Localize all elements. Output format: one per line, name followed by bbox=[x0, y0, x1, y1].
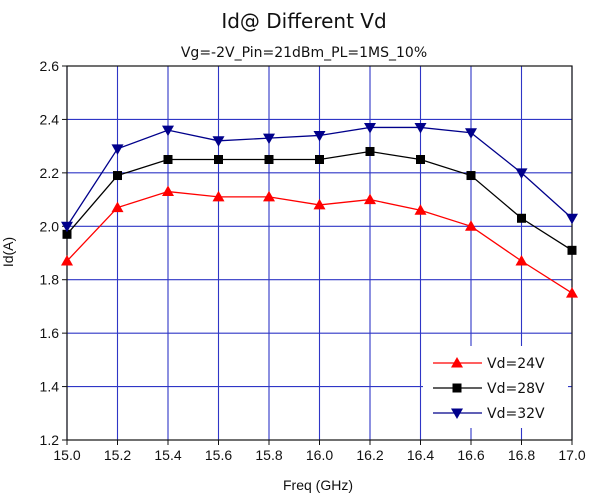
data-point bbox=[111, 144, 124, 155]
series-vd-24v bbox=[61, 185, 578, 298]
data-point bbox=[313, 198, 326, 210]
legend: Vd=24V Vd=28V Vd=32V bbox=[423, 346, 568, 428]
data-point bbox=[212, 190, 225, 202]
data-point bbox=[212, 136, 225, 147]
data-point bbox=[263, 190, 275, 202]
legend-marker bbox=[452, 383, 462, 393]
legend-label: Vd=28V bbox=[487, 381, 545, 397]
data-point bbox=[111, 201, 124, 213]
data-point bbox=[517, 213, 526, 223]
data-point bbox=[313, 130, 326, 142]
data-point bbox=[61, 221, 73, 233]
y-tick-label: 1.4 bbox=[40, 379, 60, 395]
data-point bbox=[416, 155, 425, 164]
x-axis-label: Freq (GHz) bbox=[283, 477, 353, 493]
legend-label: Vd=24V bbox=[487, 356, 545, 372]
x-tick-label: 15.6 bbox=[205, 447, 232, 463]
data-point bbox=[566, 287, 578, 298]
data-point bbox=[466, 171, 476, 181]
data-point bbox=[365, 146, 375, 156]
axes: 15.0 15.2 15.4 15.6 15.8 16.0 16.2 16.4 16.6 16.8… bbox=[40, 58, 586, 463]
y-tick-label: 2.0 bbox=[40, 218, 60, 234]
legend-marker bbox=[451, 408, 463, 419]
data-point bbox=[264, 155, 274, 164]
y-tick-label: 2.4 bbox=[40, 111, 60, 127]
data-point bbox=[62, 229, 72, 239]
y-tick-label: 2.2 bbox=[40, 165, 60, 181]
data-point bbox=[465, 220, 477, 231]
x-tick-label: 15.2 bbox=[104, 447, 131, 463]
data-point bbox=[465, 128, 477, 139]
x-tick-label: 16.8 bbox=[508, 447, 535, 463]
legend-marker bbox=[451, 357, 463, 368]
y-tick-label: 1.6 bbox=[40, 325, 60, 341]
x-tick-label: 15.8 bbox=[255, 447, 282, 463]
chart-subtitle: Vg=-2V_Pin=21dBm_PL=1MS_10% bbox=[181, 45, 427, 61]
data-point bbox=[162, 125, 174, 137]
data-point bbox=[414, 204, 427, 215]
chart-title: Id@ Different Vd bbox=[221, 9, 386, 33]
data-point bbox=[515, 255, 528, 266]
x-tick-label: 17.0 bbox=[558, 447, 585, 463]
x-tick-label: 16.4 bbox=[407, 447, 434, 463]
series-vd-32v bbox=[61, 122, 578, 233]
y-tick-label: 2.6 bbox=[40, 58, 60, 74]
data-point bbox=[61, 255, 73, 266]
data-point bbox=[567, 245, 577, 255]
data-point bbox=[364, 193, 376, 205]
data-point bbox=[515, 168, 528, 179]
data-point bbox=[113, 171, 122, 181]
y-axis-label: Id(A) bbox=[0, 237, 16, 267]
x-tick-label: 15.4 bbox=[154, 447, 181, 463]
x-tick-label: 15.0 bbox=[53, 447, 80, 463]
legend-box bbox=[423, 346, 568, 428]
data-point bbox=[162, 185, 174, 197]
data-point bbox=[214, 155, 223, 164]
y-tick-label: 1.2 bbox=[40, 432, 60, 448]
data-series bbox=[61, 122, 578, 298]
series-vd-28v bbox=[62, 146, 577, 255]
legend-label: Vd=32V bbox=[487, 406, 545, 422]
data-point bbox=[315, 155, 324, 164]
data-point bbox=[263, 133, 275, 145]
data-point bbox=[163, 155, 173, 164]
data-point bbox=[566, 213, 578, 225]
data-point bbox=[414, 122, 427, 134]
x-tick-label: 16.6 bbox=[457, 447, 484, 463]
y-tick-label: 1.8 bbox=[40, 272, 60, 288]
data-point bbox=[364, 122, 376, 134]
x-tick-label: 16.0 bbox=[306, 447, 333, 463]
x-tick-label: 16.2 bbox=[356, 447, 383, 463]
